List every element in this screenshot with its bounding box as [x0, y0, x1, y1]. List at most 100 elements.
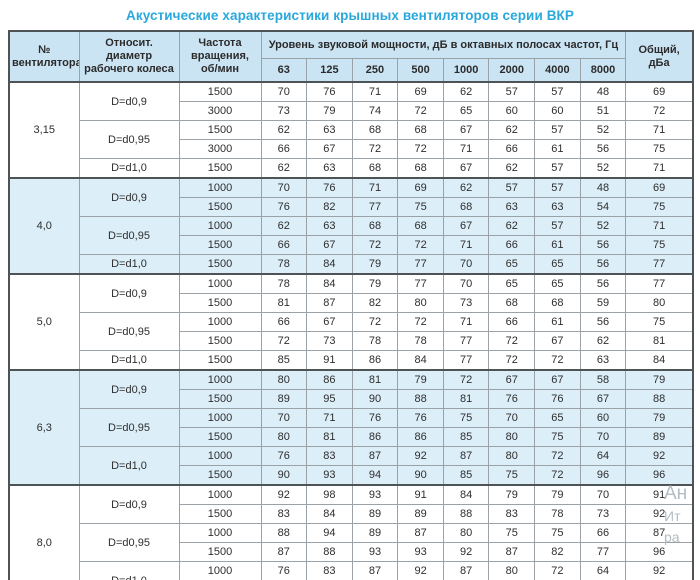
- table-row: 1500 81 87 82 80 73 68 68 59 80: [9, 293, 694, 313]
- level-cell: 76: [534, 389, 581, 409]
- level-cell: 63: [579, 350, 627, 371]
- level-cell: 95: [306, 389, 353, 409]
- level-cell: 90: [260, 465, 308, 486]
- level-cell: 67: [442, 120, 490, 140]
- level-cell: 75: [397, 197, 444, 217]
- level-cell: 67: [488, 369, 536, 390]
- total-cell: 75: [625, 235, 694, 255]
- level-cell: 87: [351, 446, 399, 466]
- level-cell: 93: [306, 465, 353, 486]
- level-cell: 51: [579, 101, 627, 121]
- total-cell: 92: [625, 561, 694, 580]
- header-band: 500: [397, 58, 444, 83]
- level-cell: 68: [534, 293, 581, 313]
- level-cell: 72: [397, 235, 444, 255]
- diameter-cell: D=d0,95: [78, 408, 180, 447]
- level-cell: 68: [397, 120, 444, 140]
- level-cell: 65: [534, 254, 581, 275]
- level-cell: 67: [442, 216, 490, 236]
- level-cell: 92: [442, 542, 490, 562]
- level-cell: 88: [260, 523, 308, 543]
- level-cell: 71: [351, 81, 399, 102]
- level-cell: 67: [534, 369, 581, 390]
- level-cell: 76: [306, 177, 353, 198]
- level-cell: 76: [397, 408, 444, 428]
- level-cell: 96: [579, 465, 627, 486]
- table-row: D=d0,95 1000 62 63 68 68 67 62 57 52 71: [9, 216, 694, 255]
- level-cell: 94: [306, 523, 353, 543]
- speed-cell: 1000: [178, 369, 262, 390]
- total-cell: 80: [625, 293, 694, 313]
- level-cell: 72: [260, 331, 308, 351]
- total-cell: 77: [625, 254, 694, 275]
- fan-number-cell: 3,15: [8, 81, 80, 179]
- level-cell: 63: [534, 197, 581, 217]
- level-cell: 80: [488, 446, 536, 466]
- level-cell: 56: [579, 254, 627, 275]
- total-cell: 84: [625, 350, 694, 371]
- level-cell: 56: [579, 139, 627, 159]
- level-cell: 87: [306, 293, 353, 313]
- header-impeller-diameter: Относит. диаметр рабочего колеса: [78, 30, 180, 83]
- diameter-cell: D=d0,95: [78, 216, 180, 255]
- total-cell: 71: [625, 120, 694, 140]
- total-cell: 72: [625, 101, 694, 121]
- level-cell: 72: [534, 465, 581, 486]
- level-cell: 78: [260, 273, 308, 294]
- level-cell: 67: [306, 139, 353, 159]
- diameter-cell: D=d0,9: [78, 81, 180, 121]
- level-cell: 68: [397, 158, 444, 179]
- header-rotation-speed: Частота вращения, об/мин: [178, 30, 262, 83]
- level-cell: 77: [397, 273, 444, 294]
- table-row: 1500 83 84 89 89 88 83 78 73 92: [9, 504, 694, 524]
- level-cell: 57: [488, 81, 536, 102]
- level-cell: 81: [260, 293, 308, 313]
- level-cell: 67: [442, 158, 490, 179]
- level-cell: 57: [534, 120, 581, 140]
- level-cell: 64: [579, 446, 627, 466]
- level-cell: 57: [534, 177, 581, 198]
- level-cell: 83: [260, 504, 308, 524]
- diameter-cell: D=d0,9: [78, 369, 180, 409]
- level-cell: 60: [534, 101, 581, 121]
- level-cell: 62: [442, 177, 490, 198]
- speed-cell: 3000: [178, 101, 262, 121]
- level-cell: 70: [579, 427, 627, 447]
- level-cell: 74: [351, 101, 399, 121]
- level-cell: 66: [579, 523, 627, 543]
- level-cell: 81: [306, 427, 353, 447]
- level-cell: 66: [488, 312, 536, 332]
- table-row: 1500 72 73 78 78 77 72 67 62 81: [9, 331, 694, 351]
- speed-cell: 1000: [178, 561, 262, 580]
- level-cell: 92: [260, 484, 308, 505]
- speed-cell: 1500: [178, 542, 262, 562]
- table-body: 3,15 D=d0,9 1500 70 76 71 69 62 57 57 48 69 3000 73 79…: [8, 81, 694, 580]
- diameter-cell: D=d0,9: [78, 177, 180, 217]
- diameter-cell: D=d0,95: [78, 312, 180, 351]
- table-header: № вентилятора Относит. диаметр рабочего …: [8, 30, 694, 83]
- speed-cell: 1500: [178, 81, 262, 102]
- table-row: D=d0,95 1000 88 94 89 87 80 75 75 66 87: [9, 523, 694, 562]
- level-cell: 89: [351, 523, 399, 543]
- level-cell: 80: [488, 561, 536, 580]
- level-cell: 72: [442, 369, 490, 390]
- header-band: 250: [351, 58, 399, 83]
- total-cell: 71: [625, 158, 694, 179]
- level-cell: 66: [260, 312, 308, 332]
- header-sound-power-group: Уровень звуковой мощности, дБ в октавных…: [260, 30, 627, 59]
- header-band: 8000: [579, 58, 627, 83]
- level-cell: 86: [351, 350, 399, 371]
- level-cell: 75: [488, 523, 536, 543]
- level-cell: 65: [534, 273, 581, 294]
- speed-cell: 1000: [178, 523, 262, 543]
- level-cell: 87: [397, 523, 444, 543]
- level-cell: 62: [260, 120, 308, 140]
- table-row: 1500 89 95 90 88 81 76 76 67 88: [9, 389, 694, 409]
- level-cell: 59: [579, 293, 627, 313]
- level-cell: 91: [397, 484, 444, 505]
- level-cell: 71: [306, 408, 353, 428]
- total-cell: 75: [625, 312, 694, 332]
- level-cell: 65: [442, 101, 490, 121]
- level-cell: 65: [534, 408, 581, 428]
- total-cell: 81: [625, 331, 694, 351]
